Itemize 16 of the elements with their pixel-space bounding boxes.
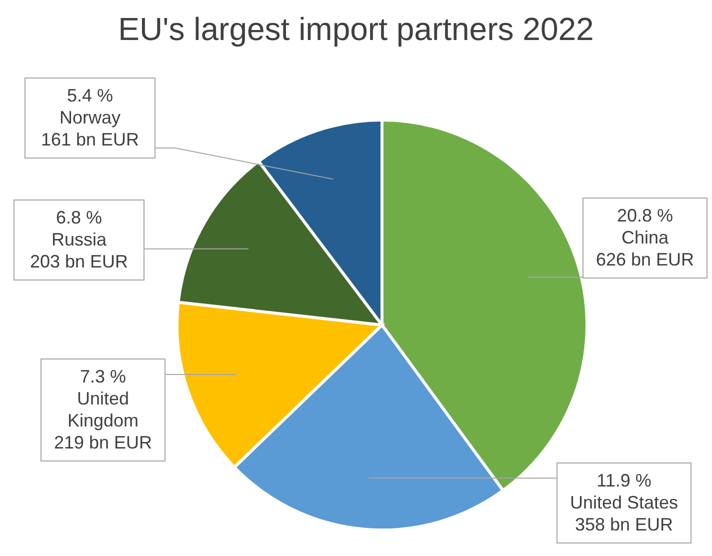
- text: 20.8 %: [616, 206, 674, 226]
- data-label: 219 bn EUR: [54, 432, 152, 452]
- slice-label: Russia: [51, 230, 108, 250]
- slice-label: Norway: [59, 108, 121, 128]
- data-label: 203 bn EUR: [30, 252, 128, 272]
- text: 6.8 %: [56, 208, 102, 228]
- text: 5.4 %: [66, 86, 114, 106]
- slice-label: United States: [570, 492, 678, 512]
- slice-label: United Kingdom: [67, 388, 139, 430]
- text: 11.9 %: [596, 470, 652, 490]
- data-label: 358 bn EUR: [574, 514, 674, 534]
- slice-label: China: [621, 228, 670, 248]
- text: 7.3 %: [80, 366, 126, 386]
- chart-title: EU's largest import partners 2022: [118, 11, 594, 47]
- data-label: 626 bn EUR: [596, 250, 694, 270]
- data-label: 161 bn EUR: [40, 130, 140, 150]
